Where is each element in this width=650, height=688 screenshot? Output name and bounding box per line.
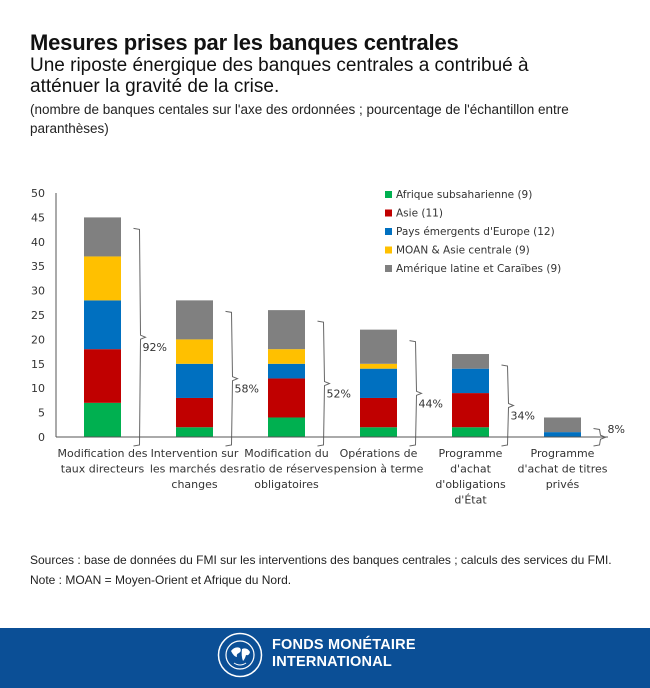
bar-segment [84, 349, 121, 403]
category-label: Modification des [57, 447, 147, 460]
bar-segment [176, 427, 213, 437]
y-axis-ticks: 0 5 10 15 20 25 30 35 40 45 50 [31, 187, 45, 444]
y-tick-label: 50 [31, 187, 45, 200]
legend-label: Pays émergents d'Europe (12) [396, 226, 555, 238]
bar-segment [84, 402, 121, 437]
legend-label: Afrique subsaharienne (9) [396, 189, 532, 201]
bar-segment [176, 339, 213, 364]
sources-text: Sources : base de données du FMI sur les… [30, 553, 612, 567]
percent-bracket [317, 320, 331, 447]
category-label: changes [171, 478, 217, 491]
percent-bracket [409, 340, 423, 447]
brand-line-2: INTERNATIONAL [272, 654, 392, 670]
category-label: Programme [531, 447, 595, 460]
legend-swatch [385, 209, 392, 217]
bar-segment [360, 427, 397, 437]
category-label: Opérations de [340, 447, 418, 460]
legend-label: Amérique latine et Caraïbes (9) [396, 263, 561, 275]
bar-segment [452, 393, 489, 428]
bar-segment [452, 354, 489, 369]
percent-label: 8% [608, 423, 625, 436]
category-label: Intervention sur [151, 447, 239, 460]
chart-title: Mesures prises par les banques centrales [30, 30, 459, 55]
bar-segment [452, 427, 489, 437]
category-label: pension à terme [334, 463, 424, 476]
bar-segment [84, 300, 121, 350]
y-tick-label: 45 [31, 211, 45, 224]
bar-segment [268, 378, 305, 418]
percent-bracket [501, 364, 515, 447]
category-label: d'achat de titres [517, 463, 607, 476]
chart-sources: Sources : base de données du FMI sur les… [30, 550, 612, 590]
bar-segment [176, 397, 213, 428]
bar-segment [176, 363, 213, 398]
y-tick-label: 30 [31, 285, 45, 298]
percent-bracket [225, 310, 239, 447]
percent-label: 58% [235, 383, 259, 396]
bar-segment [84, 256, 121, 301]
y-tick-label: 15 [31, 358, 45, 371]
bar-segment [544, 432, 581, 437]
legend-label: Asie (11) [396, 208, 443, 220]
y-tick-label: 0 [38, 431, 45, 444]
category-label: ratio de réserves [240, 463, 333, 476]
legend: Afrique subsaharienne (9) Asie (11) Pays é… [385, 189, 561, 275]
stacked-bar-chart: 0 5 10 15 20 25 30 35 40 45 50 92% 58% 52% 44% 34% 8% M… [31, 187, 625, 507]
note-text: Note : MOAN = Moyen-Orient et Afrique du… [30, 573, 292, 587]
legend-label: MOAN & Asie centrale (9) [396, 245, 530, 257]
y-tick-label: 5 [38, 407, 45, 420]
y-tick-label: 35 [31, 260, 45, 273]
y-tick-label: 10 [31, 382, 45, 395]
bar-segment [176, 300, 213, 340]
bar-segment [268, 310, 305, 350]
category-label: d'achat [450, 463, 492, 476]
category-label: d'État [454, 494, 487, 507]
legend-swatch [385, 265, 392, 272]
imf-footer-banner: FONDS MONÉTAIRE INTERNATIONAL [0, 628, 650, 688]
y-tick-label: 20 [31, 333, 45, 346]
bar-segment [268, 417, 305, 437]
percent-label: 52% [327, 388, 351, 401]
imf-brand-name: FONDS MONÉTAIRE INTERNATIONAL [272, 637, 416, 671]
category-label: Programme [439, 447, 503, 460]
category-label: privés [546, 478, 580, 491]
percent-label: 34% [511, 410, 535, 423]
category-label: les marchés des [150, 463, 240, 476]
bar-segment [84, 217, 121, 257]
percent-brackets: 92% 58% 52% 44% 34% 8% [133, 227, 625, 447]
brand-line-1: FONDS MONÉTAIRE [272, 637, 416, 653]
y-tick-label: 40 [31, 236, 45, 249]
y-tick-label: 25 [31, 309, 45, 322]
category-label: obligatoires [254, 478, 319, 491]
legend-swatch [385, 246, 392, 254]
category-label: d'obligations [435, 478, 506, 491]
bar-segment [544, 417, 581, 433]
percent-label: 44% [419, 397, 443, 410]
bar-segment [360, 397, 397, 428]
imf-seal-icon [217, 632, 263, 678]
legend-swatch [385, 191, 392, 198]
bars [84, 217, 581, 437]
percent-bracket [133, 227, 147, 447]
bar-segment [452, 368, 489, 394]
chart-units-note: (nombre de banques centales sur l'axe de… [30, 102, 569, 136]
category-labels: Modification des taux directeurs Intervent… [57, 447, 607, 507]
bar-segment [268, 349, 305, 364]
legend-swatch [385, 228, 392, 235]
category-label: taux directeurs [61, 463, 145, 476]
bar-segment [360, 368, 397, 398]
chart-subtitle: Une riposte énergique des banques centra… [30, 55, 529, 97]
bar-segment [268, 363, 305, 379]
percent-label: 92% [143, 341, 167, 354]
category-label: Modification du [244, 447, 329, 460]
bar-segment [360, 363, 397, 369]
bar-segment [360, 329, 397, 364]
